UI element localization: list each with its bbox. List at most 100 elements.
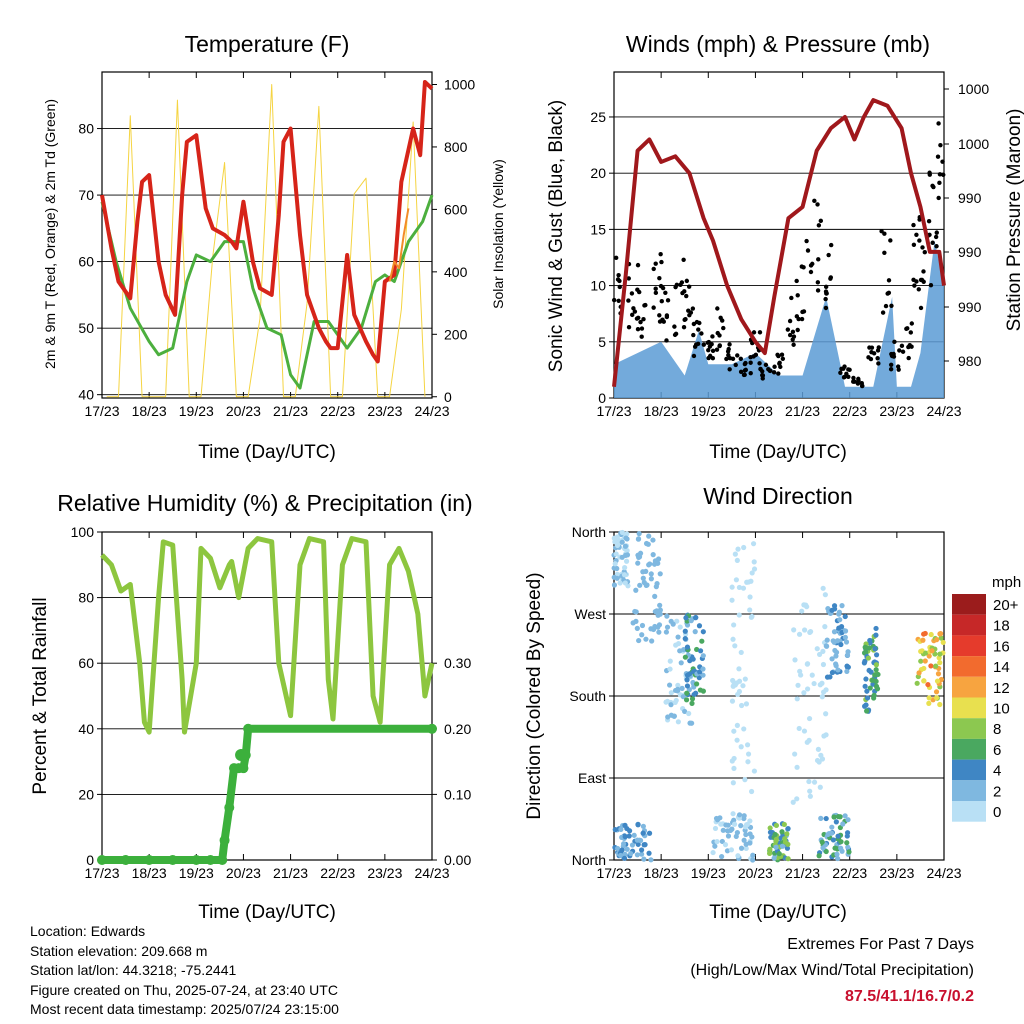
direction-point [747,594,753,600]
direction-point [693,615,699,621]
direction-point [724,848,731,854]
direction-point [784,831,790,837]
gust-point [795,293,800,298]
direction-point [736,812,743,818]
direction-point [792,657,798,663]
temperature-y-tick-label: 70 [78,187,94,203]
direction-point [730,683,736,689]
direction-point [619,847,625,853]
gust-point [695,341,701,347]
direction-point [740,683,746,689]
extremes-subtitle: (High/Low/Max Wind/Total Precipitation) [690,962,974,979]
direction-point [618,852,624,859]
direction-point [938,676,945,683]
direction-point [690,656,696,662]
temperature-2m-series [100,79,434,364]
gust-point [635,262,641,268]
humidity-title: Relative Humidity (%) & Precipitation (i… [57,490,472,516]
direction-point [636,637,642,644]
direction-point [736,584,743,591]
direction-point [642,842,648,848]
direction-point [635,822,641,828]
direction-point [727,827,734,834]
direction-point [672,699,678,706]
gust-point [888,367,894,372]
direction-point [648,571,654,577]
gust-point [933,234,939,240]
direction-point [835,855,841,862]
direction-point [623,558,630,564]
colorbar-swatch [952,656,986,677]
gust-point [742,372,747,377]
gust-point [928,283,934,288]
gust-point [738,356,744,362]
gust-point [684,278,690,284]
gust-point [748,360,753,365]
direction-point [749,570,755,576]
winds-y2-tick-label: 990 [958,190,982,206]
gust-point [639,326,645,331]
precip-point [97,855,107,865]
direction-point [619,554,625,560]
direction-point [648,857,654,863]
gust-point [808,269,814,275]
precip-point [120,855,131,865]
direction-point [697,669,703,675]
direction-point [729,758,735,764]
gust-point [892,339,897,345]
humidity-xlabel: Time (Day/UTC) [198,902,336,923]
direction-point [811,680,817,687]
gust-point [934,244,939,249]
direction-point [815,746,822,752]
gust-point [626,324,632,330]
direction-point [873,632,879,638]
direction-point [829,607,835,613]
gust-point [888,238,893,243]
direction-point [811,779,818,785]
direction-point [736,612,742,618]
gust-point [672,332,678,338]
gust-point [664,313,670,318]
gust-point [726,346,731,352]
gust-point [794,278,799,284]
direction-point [622,851,628,857]
direction-point [717,815,723,821]
direction-x-tick-label: 20/23 [738,865,773,881]
direction-point [671,713,677,719]
direction-point [838,641,844,648]
gust-point [844,371,849,377]
humidity-y2-tick-label: 0.20 [444,721,471,737]
direction-point [862,683,868,689]
direction-point [689,700,695,706]
direction-point [619,529,625,536]
direction-point [742,777,748,783]
direction-point [824,637,830,643]
direction-point [833,649,840,655]
direction-point [804,739,810,745]
gust-point [690,306,696,311]
direction-point [733,833,739,840]
direction-point [639,851,645,857]
gust-point [810,261,815,267]
direction-point [714,838,720,845]
winds-title: Winds (mph) & Pressure (mb) [626,31,930,57]
gust-point [617,278,622,284]
direction-point [776,851,782,857]
gust-point [772,364,777,369]
direction-point [785,826,791,832]
direction-point [781,821,787,828]
direction-point [635,536,642,542]
winds-y2-tick-label: 1000 [958,136,989,152]
direction-point [798,672,804,678]
gust-point [816,223,822,228]
gust-point [748,354,753,360]
direction-point [730,677,736,684]
direction-point [802,627,808,633]
direction-point [784,845,791,851]
gust-point [714,347,720,352]
temperature-y2-tick-label: 1000 [444,76,475,92]
direction-point [819,839,825,845]
gust-point [937,180,942,186]
direction-x-tick-label: 22/23 [832,865,867,881]
direction-point [731,821,738,827]
